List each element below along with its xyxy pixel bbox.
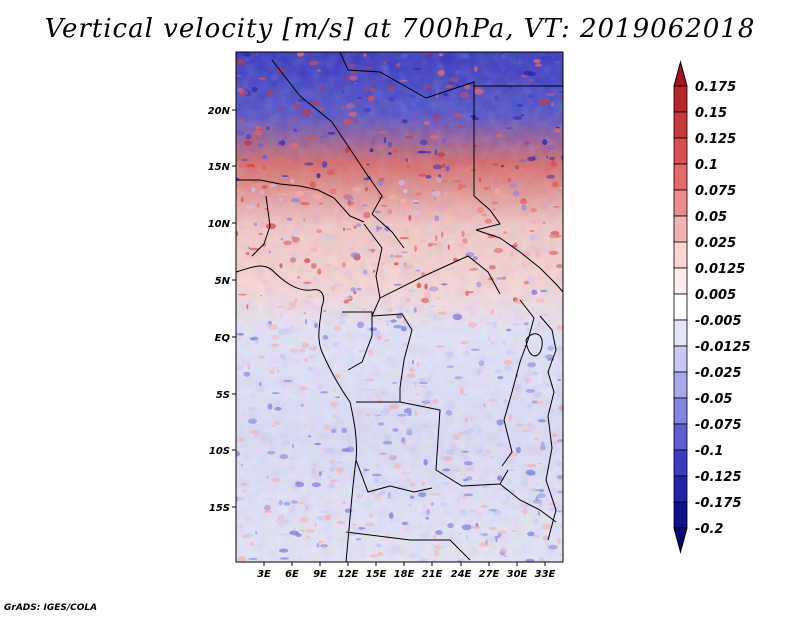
colorbar-swatch [673,397,688,425]
colorbar-label: -0.0125 [695,340,751,355]
lon-label: 21E [422,569,443,580]
lat-label: 15N [208,162,231,173]
colorbar-label: -0.025 [695,366,742,381]
colorbar-label: 0.125 [695,132,736,147]
colorbar-swatch [673,85,688,113]
lon-label: 18E [394,569,415,580]
lon-label: 33E [535,569,556,580]
lat-label: 5N [215,276,231,287]
lon-label: 6E [285,569,299,580]
latitude-axis: 20N 15N 10N 5N EQ 5S 10S 15S [208,106,236,514]
colorbar-swatch [673,241,688,269]
colorbar-label: 0.075 [695,184,736,199]
lat-label: 10S [209,446,230,457]
chart-title: Vertical velocity [m/s] at 700hPa, VT: 2… [44,14,756,44]
colorbar-label: 0.05 [695,210,727,225]
lat-label: 20N [208,106,231,117]
colorbar-swatch [673,345,688,373]
colorbar: 0.175 0.15 0.125 0.1 0.075 0.05 0.025 0.0125 0.0… [673,60,751,554]
lon-label: 27E [479,569,500,580]
lon-label: 15E [366,569,387,580]
lon-label: 30E [507,569,528,580]
colorbar-label: -0.1 [695,444,723,459]
lon-label: 12E [338,569,359,580]
colorbar-swatch [673,501,688,529]
coastlines-borders [235,51,564,563]
velocity-speckle [236,52,563,562]
colorbar-swatch [673,423,688,451]
colorbar-swatch [673,111,688,139]
colorbar-label: -0.125 [695,470,742,485]
colorbar-swatch [673,137,688,165]
lat-label: EQ [215,333,231,344]
colorbar-top-arrow [673,60,688,87]
colorbar-swatch [673,267,688,295]
colorbar-swatch [673,163,688,191]
velocity-field [236,52,563,562]
colorbar-swatch [673,189,688,217]
lat-label: 5S [216,390,230,401]
lat-label: 15S [209,503,230,514]
colorbar-swatch [673,215,688,243]
colorbar-swatch [673,449,688,477]
colorbar-swatch [673,293,688,321]
grads-credit: GrADS: IGES/COLA [4,603,98,613]
colorbar-label: 0.15 [695,106,727,121]
longitude-axis: 3E 6E 9E 12E 15E 18E 21E 24E 27E 30E 33E [257,562,556,580]
colorbar-label: 0.175 [695,80,736,95]
colorbar-label: 0.025 [695,236,736,251]
colorbar-label: -0.05 [695,392,732,407]
colorbar-label: -0.075 [695,418,742,433]
colorbar-label: -0.175 [695,496,742,511]
map-frame [235,51,564,563]
lon-label: 24E [451,569,472,580]
colorbar-bottom-arrow [673,527,688,554]
colorbar-label: 0.0125 [695,262,745,277]
colorbar-label: 0.005 [695,288,736,303]
colorbar-swatch [673,475,688,503]
lon-label: 3E [257,569,271,580]
colorbar-label: -0.2 [695,522,723,537]
colorbar-label: -0.005 [695,314,742,329]
lat-label: 10N [208,219,231,230]
colorbar-label: 0.1 [695,158,718,173]
colorbar-swatch [673,319,688,347]
lon-label: 9E [313,569,327,580]
colorbar-swatch [673,371,688,399]
